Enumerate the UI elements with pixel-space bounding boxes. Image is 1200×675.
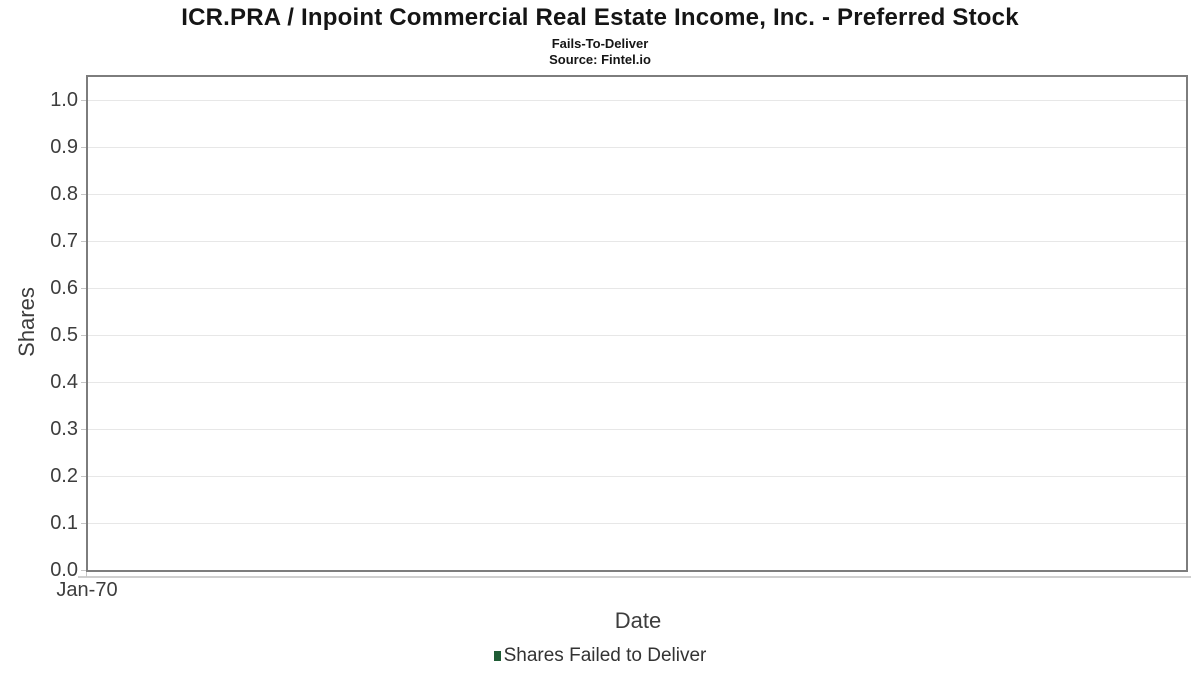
y-tick-mark [81,476,86,477]
y-tick-label: 0.7 [50,230,78,253]
gridline [88,194,1186,196]
gridline [88,476,1186,478]
y-tick-mark [81,194,86,195]
y-tick-label: 0.2 [50,465,78,488]
x-axis-title: Date [614,608,662,633]
y-axis: 0.0 0.1 0.2 0.3 0.4 0.5 0.6 0.7 0.8 0.9 1.0 [0,0,87,675]
gridline [88,523,1186,525]
gridline [88,288,1186,290]
plot-area [86,75,1188,572]
chart-title: ICR.PRA / Inpoint Commercial Real Estate… [181,4,1019,31]
legend-marker-icon [493,651,501,661]
y-tick-label: 0.6 [50,277,78,300]
y-tick-mark [81,429,86,430]
gridline [88,241,1186,243]
y-tick-mark [81,335,86,336]
y-tick-label: 0.4 [50,371,78,394]
y-tick-label: 0.3 [50,418,78,441]
y-tick-label: 0.9 [50,136,78,159]
x-tick-mark [86,572,87,577]
chart-source-label: Source: Fintel.io [549,52,651,67]
y-tick-mark [81,382,86,383]
legend-label: Shares Failed to Deliver [503,645,707,666]
y-tick-label: 0.5 [50,324,78,347]
gridline [88,335,1186,337]
y-tick-mark [81,241,86,242]
x-axis-line [78,576,1191,578]
gridline [88,147,1186,149]
gridline [88,382,1186,384]
y-tick-mark [81,288,86,289]
y-tick-mark [81,147,86,148]
chart-subtitle: Fails-To-Deliver [551,36,649,51]
y-tick-mark [81,523,86,524]
gridline [88,429,1186,431]
y-tick-label: 1.0 [50,89,78,112]
y-axis-title: Shares [14,287,39,357]
y-tick-mark [81,570,86,571]
y-tick-label: 0.0 [50,559,78,581]
y-tick-mark [81,100,86,101]
y-tick-label: 0.1 [50,512,78,535]
y-tick-label: 0.8 [50,183,78,206]
legend[interactable]: Shares Failed to Deliver [0,645,1200,667]
gridline [88,100,1186,102]
x-tick-label: Jan-70 [56,579,118,601]
